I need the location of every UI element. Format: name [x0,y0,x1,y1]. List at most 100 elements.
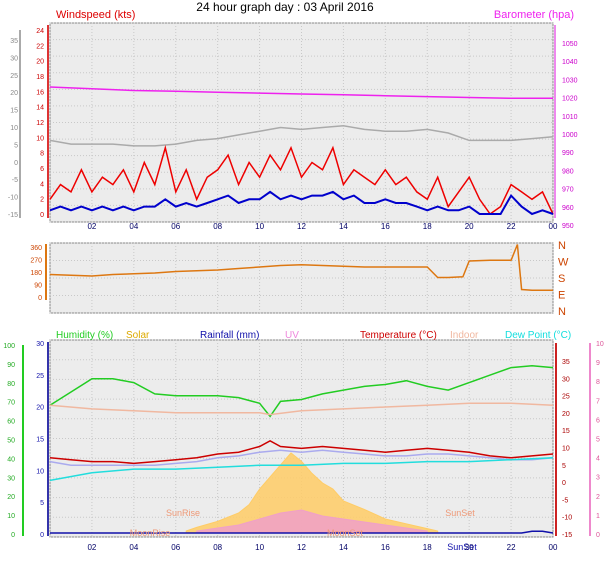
x-tick-label: 20 [465,543,474,552]
y-tick-baro: 1050 [562,41,578,48]
wind-series-line-3 [49,190,554,216]
y-tick-uv: 1 [596,513,600,520]
y-tick-temp: 0 [562,480,566,487]
y-tick-rain: 5 [40,500,44,507]
x-tick-label: 02 [87,543,96,552]
temp-series-line-4 [49,457,554,482]
y-tick-humidity: 40 [7,456,15,463]
legend-item: Dew Point (°C) [505,330,571,341]
annotation-label: MoonSet [327,528,364,538]
y-tick-humidity: 90 [7,362,15,369]
y-tick-baro: 1020 [562,96,578,103]
legend-item: Rainfall (mm) [200,330,259,341]
x-tick-label: 08 [213,543,222,552]
y-tick-humidity: 60 [7,419,15,426]
compass-label: E [558,290,565,302]
y-tick-temp: 20 [562,411,570,418]
y-tick-wind: 18 [36,74,44,81]
y-tick-temp: 10 [562,446,570,453]
x-tick-label: 04 [129,222,138,231]
y-tick-baro: 990 [562,150,574,157]
temp-series-area-5 [185,452,439,534]
y-tick-baro: 950 [562,223,574,230]
x-tick-label: 04 [129,543,138,552]
y-tick-humidity: 20 [7,494,15,501]
y-tick-grey: 35 [10,38,18,45]
y-tick-wind: 2 [40,197,44,204]
y-tick-rain: 10 [36,468,44,475]
y-tick-uv: 10 [596,341,604,348]
y-tick-humidity: 70 [7,400,15,407]
y-tick-grey: 15 [10,108,18,115]
y-tick-grey: -5 [12,177,18,184]
legend-item: UV [285,330,299,341]
x-tick-label: 08 [213,222,222,231]
y-tick-humidity: 100 [3,343,15,350]
annotation-label: SunSet [445,508,475,518]
y-tick-baro: 980 [562,168,574,175]
y-tick-grey: 0 [14,160,18,167]
y-tick-grey: 10 [10,125,18,132]
chart-title: 24 hour graph day : 03 April 2016 [196,0,374,14]
y-tick-humidity: 30 [7,475,15,482]
y-tick-temp: -15 [562,532,572,539]
temp-series-line-1 [49,402,554,416]
y-tick-wind: 16 [36,89,44,96]
y-tick-uv: 8 [596,379,600,386]
legend-item: Solar [126,330,150,341]
y-tick-temp: 25 [562,394,570,401]
x-tick-label: 16 [381,543,390,552]
wind-series-line-2 [49,144,554,216]
annotation-label: SunRise [166,508,200,518]
x-tick-label: 12 [297,222,306,231]
y-tick-uv: 9 [596,360,600,367]
y-tick-wind: 12 [36,120,44,127]
y-tick-baro: 1040 [562,59,578,66]
y-tick-grey: 25 [10,73,18,80]
legend-item: Humidity (%) [56,330,113,341]
x-tick-label: 06 [171,543,180,552]
wind-series-line-1 [49,124,554,147]
y-tick-direction: 90 [34,283,42,290]
y-tick-humidity: 10 [7,513,15,520]
legend-item: Indoor [450,330,479,341]
y-tick-temp: 30 [562,376,570,383]
x-tick-label: 00 [549,222,558,231]
y-tick-temp: 15 [562,428,570,435]
x-tick-label: 22 [507,222,516,231]
y-tick-baro: 960 [562,205,574,212]
compass-label: N [558,240,566,252]
x-tick-label: 12 [297,543,306,552]
y-tick-uv: 2 [596,494,600,501]
y-tick-grey: 30 [10,55,18,62]
x-tick-label: 14 [339,543,348,552]
x-tick-label: 10 [255,222,264,231]
y-tick-wind: 4 [40,181,44,188]
y-tick-rain: 15 [36,437,44,444]
x-tick-label: 20 [465,222,474,231]
direction-plot-area [49,242,554,314]
y-tick-wind: 22 [36,43,44,50]
y-tick-baro: 1000 [562,132,578,139]
y-tick-temp: -5 [562,497,568,504]
y-tick-uv: 5 [596,437,600,444]
y-tick-wind: 8 [40,151,44,158]
y-tick-grey: 5 [14,142,18,149]
y-tick-temp: -10 [562,515,572,522]
y-tick-humidity: 80 [7,381,15,388]
temp-series-line-2 [49,440,554,465]
y-tick-wind: 10 [36,135,44,142]
compass-label: W [558,257,569,269]
y-tick-uv: 7 [596,398,600,405]
y-tick-uv: 3 [596,475,600,482]
y-tick-wind: 24 [36,28,44,35]
direction-series-line-0 [49,244,553,292]
x-tick-label: 02 [87,222,96,231]
y-tick-temp: 5 [562,463,566,470]
x-tick-label: 16 [381,222,390,231]
x-tick-label: 06 [171,222,180,231]
y-tick-rain: 20 [36,405,44,412]
y-tick-grey: -15 [8,212,18,219]
x-tick-label: 00 [549,543,558,552]
